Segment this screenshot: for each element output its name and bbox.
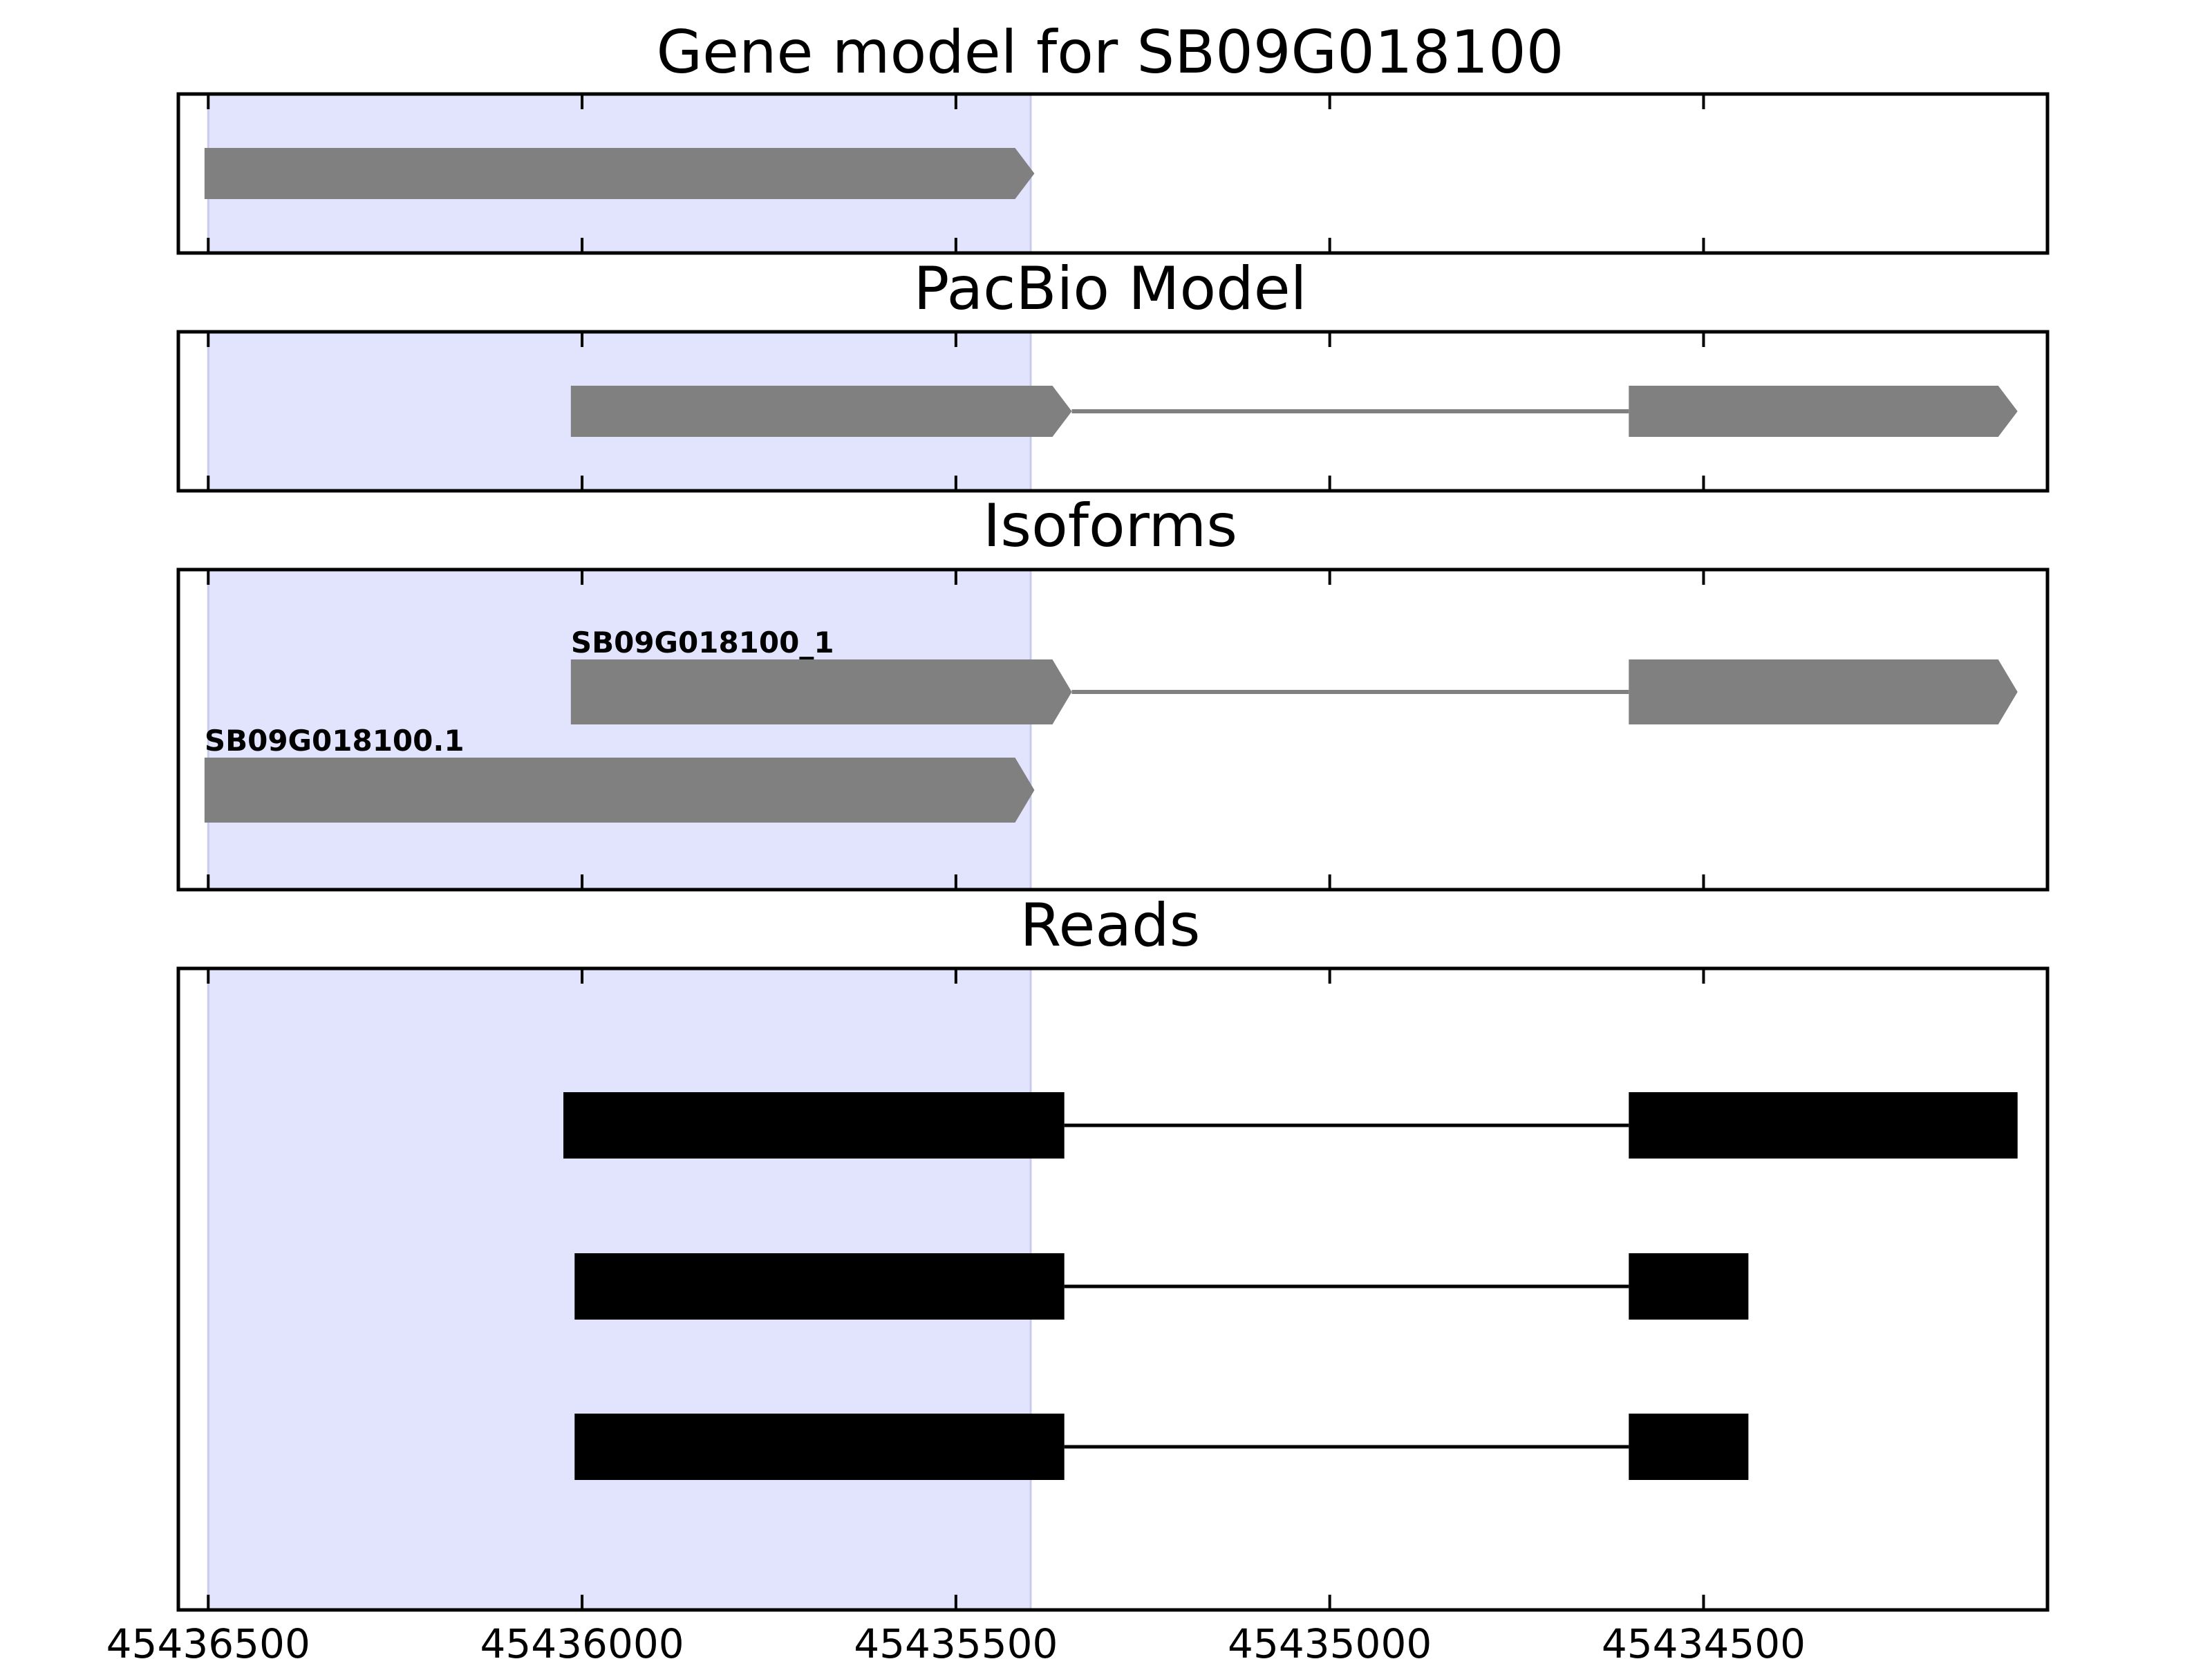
x-tick-label: 45436500 xyxy=(106,1620,310,1659)
read xyxy=(563,1092,2018,1159)
highlight-region xyxy=(207,568,1032,891)
panel-frame xyxy=(176,966,2050,1612)
panel-frame xyxy=(176,92,2050,255)
panel-title-pacbio-model: PacBio Model xyxy=(913,254,1306,324)
gene-model-panel xyxy=(176,92,2050,255)
panel-frame xyxy=(176,330,2050,493)
isoform-label: SB09G018100.1 xyxy=(205,724,465,758)
panel-title-isoforms: Isoforms xyxy=(983,491,1237,561)
isoforms-panel: SB09G018100_1 SB09G018100.1 xyxy=(176,568,2050,892)
exon-block xyxy=(204,758,1035,823)
panel-title-gene-model: Gene model for SB09G018100 xyxy=(657,18,1564,87)
gene-feature xyxy=(570,386,2018,437)
read-block xyxy=(563,1092,1065,1159)
x-tick-label: 45434500 xyxy=(1602,1620,1806,1659)
gene-feature xyxy=(204,148,1035,199)
gene-feature: SB09G018100_1 xyxy=(570,626,2018,724)
reads-panel xyxy=(176,966,2050,1612)
read xyxy=(574,1253,1749,1320)
gene-feature: SB09G018100.1 xyxy=(204,724,1035,823)
pacbio-model-panel xyxy=(176,330,2050,493)
panel-title-reads: Reads xyxy=(1020,891,1201,960)
panel-frame xyxy=(176,568,2050,892)
read-block xyxy=(574,1253,1065,1320)
exon-block xyxy=(204,148,1035,199)
x-tick-label: 45436000 xyxy=(480,1620,684,1659)
exon-block xyxy=(1629,659,2018,724)
isoform-label: SB09G018100_1 xyxy=(571,626,834,659)
exon-block xyxy=(1629,386,2018,437)
exon-block xyxy=(570,659,1072,724)
x-axis-tick-labels: 45436500 45436000 45435500 45435000 4543… xyxy=(106,1620,1806,1659)
read-block xyxy=(1629,1253,1749,1320)
x-tick-label: 45435500 xyxy=(854,1620,1058,1659)
read xyxy=(574,1414,1749,1480)
exon-block xyxy=(570,386,1072,437)
read-block xyxy=(1629,1414,1749,1480)
read-block xyxy=(574,1414,1065,1480)
x-tick-label: 45435000 xyxy=(1228,1620,1432,1659)
read-block xyxy=(1629,1092,2018,1159)
